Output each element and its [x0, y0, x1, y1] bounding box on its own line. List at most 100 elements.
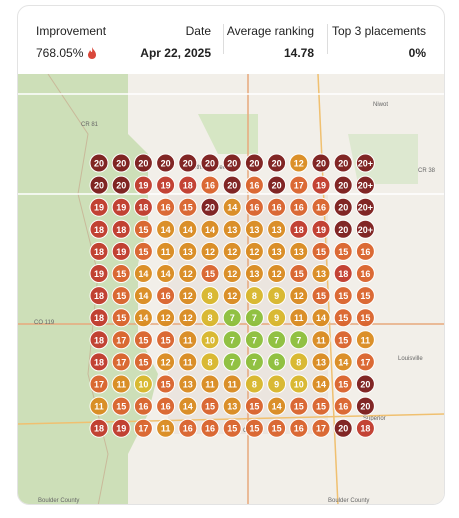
rank-pin: 17 — [355, 352, 375, 372]
rank-pin: 14 — [178, 396, 198, 416]
rank-pin: 18 — [133, 197, 153, 217]
rank-value: 9 — [274, 380, 279, 390]
rank-pin: 20 — [333, 175, 353, 195]
rank-circle — [311, 418, 331, 438]
rank-pin: 13 — [289, 241, 309, 261]
rank-circle — [244, 330, 264, 350]
rank-circle — [222, 396, 242, 416]
rank-circle — [133, 352, 153, 372]
rank-pin: 6 — [267, 352, 287, 372]
rank-circle — [289, 374, 309, 394]
rank-circle — [200, 330, 220, 350]
rank-circle — [178, 330, 198, 350]
rank-pin: 15 — [289, 264, 309, 283]
rank-circle — [333, 175, 353, 195]
rank-circle — [267, 330, 287, 350]
rank-pin: 19 — [111, 418, 131, 438]
rank-circle — [267, 197, 287, 217]
rank-pin: 18 — [89, 418, 109, 438]
rank-circle — [89, 153, 109, 173]
rank-value: 18 — [116, 225, 126, 235]
rank-value: 16 — [161, 203, 171, 213]
rank-value: 20 — [116, 181, 126, 191]
rank-value: 10 — [138, 380, 148, 390]
rank-pin: 15 — [333, 241, 353, 261]
rank-circle — [355, 330, 375, 350]
rank-value: 15 — [116, 313, 126, 323]
rank-circle — [333, 396, 353, 416]
rank-value: 19 — [316, 181, 326, 191]
rank-pin: 12 — [222, 241, 242, 261]
rank-circle — [178, 352, 198, 372]
rank-value: 7 — [230, 335, 235, 345]
rank-value: 7 — [252, 313, 257, 323]
rank-value: 11 — [94, 402, 104, 412]
rank-pin: 11 — [156, 418, 176, 438]
rank-circle — [178, 219, 198, 239]
rank-circle — [133, 308, 153, 328]
rank-circle — [156, 286, 176, 306]
rank-circle — [222, 219, 242, 239]
rank-value: 14 — [205, 225, 215, 235]
rank-value: 16 — [338, 402, 348, 412]
rank-pin: 11 — [222, 374, 242, 394]
rank-circle — [355, 219, 375, 239]
stat-value: 14.78 — [283, 46, 314, 60]
rank-value: 19 — [94, 203, 104, 213]
rank-pin: 14 — [133, 308, 153, 328]
rank-value: 13 — [294, 247, 304, 257]
rank-value: 18 — [338, 269, 348, 279]
rank-circle — [355, 396, 375, 416]
rank-pin: 15 — [156, 330, 176, 350]
map-label: CR 38 — [418, 168, 436, 174]
rank-pin: 19 — [311, 219, 331, 239]
rank-circle — [289, 308, 309, 328]
rank-pin: 15 — [311, 396, 331, 416]
rank-pin: 20 — [222, 153, 242, 173]
rank-pin: 11 — [156, 241, 176, 261]
rank-value: 12 — [183, 313, 193, 323]
rank-value: 15 — [272, 424, 282, 434]
rank-pin: 20+ — [355, 197, 375, 217]
rank-circle — [311, 241, 331, 261]
rank-pin: 15 — [133, 352, 153, 372]
rank-pin: 13 — [267, 241, 287, 261]
rank-value: 20 — [338, 225, 348, 235]
rank-value: 15 — [138, 357, 148, 367]
rank-pin: 8 — [244, 286, 264, 306]
rank-pin: 19 — [111, 197, 131, 217]
rank-circle — [156, 264, 176, 283]
rank-circle — [89, 175, 109, 195]
rank-pin: 14 — [156, 219, 176, 239]
rank-pin: 19 — [89, 197, 109, 217]
rank-pin: 9 — [267, 374, 287, 394]
rank-pin: 7 — [222, 308, 242, 328]
rank-pin: 16 — [200, 418, 220, 438]
rank-pin: 12 — [200, 241, 220, 261]
rank-circle — [311, 286, 331, 306]
rank-value: 11 — [161, 247, 171, 257]
rank-value: 8 — [296, 357, 301, 367]
rank-pin: 15 — [333, 286, 353, 306]
map-label: Louisville — [398, 356, 423, 362]
rank-value: 20 — [249, 159, 259, 169]
stat-value: 768.05% — [36, 46, 106, 60]
rank-circle — [156, 153, 176, 173]
rank-pin: 15 — [133, 241, 153, 261]
rank-circle — [111, 308, 131, 328]
rank-circle — [89, 330, 109, 350]
rank-value: 15 — [183, 203, 193, 213]
rank-circle — [156, 308, 176, 328]
rank-value: 20+ — [358, 181, 373, 191]
rank-pin: 20 — [200, 153, 220, 173]
rank-value: 14 — [338, 357, 348, 367]
rank-value: 20 — [116, 159, 126, 169]
rank-circle — [289, 219, 309, 239]
rank-value: 7 — [230, 313, 235, 323]
rank-value: 18 — [94, 291, 104, 301]
rank-value: 16 — [360, 247, 370, 257]
rank-pin: 16 — [200, 175, 220, 195]
rank-circle — [89, 286, 109, 306]
stat-value: Apr 22, 2025 — [140, 46, 211, 60]
